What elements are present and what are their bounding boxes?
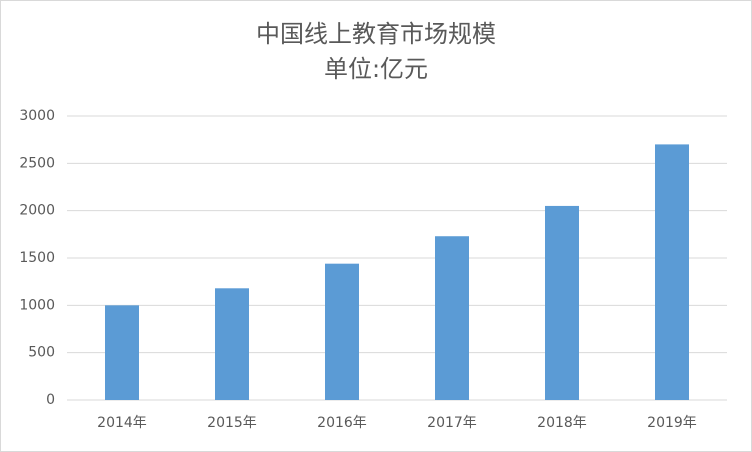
y-tick-label: 2500 — [19, 155, 55, 171]
x-tick-label: 2015年 — [207, 415, 257, 431]
chart-subtitle: 单位:亿元 — [324, 55, 428, 83]
x-tick-label: 2017年 — [427, 415, 477, 431]
x-tick-label: 2019年 — [647, 415, 697, 431]
y-tick-label: 1500 — [19, 250, 55, 266]
y-tick-label: 3000 — [19, 108, 55, 124]
y-tick-label: 0 — [46, 392, 55, 408]
y-tick-label: 500 — [28, 345, 55, 361]
x-tick-label: 2016年 — [317, 415, 367, 431]
bar — [215, 288, 249, 400]
bar — [655, 144, 689, 400]
chart-title: 中国线上教育市场规模 — [256, 20, 496, 48]
x-tick-label: 2018年 — [537, 415, 587, 431]
bar — [435, 236, 469, 400]
bar — [545, 205, 579, 400]
bar — [105, 305, 139, 400]
bar — [325, 263, 359, 400]
y-tick-label: 2000 — [19, 203, 55, 219]
x-tick-label: 2014年 — [97, 415, 147, 431]
y-tick-label: 1000 — [19, 297, 55, 313]
